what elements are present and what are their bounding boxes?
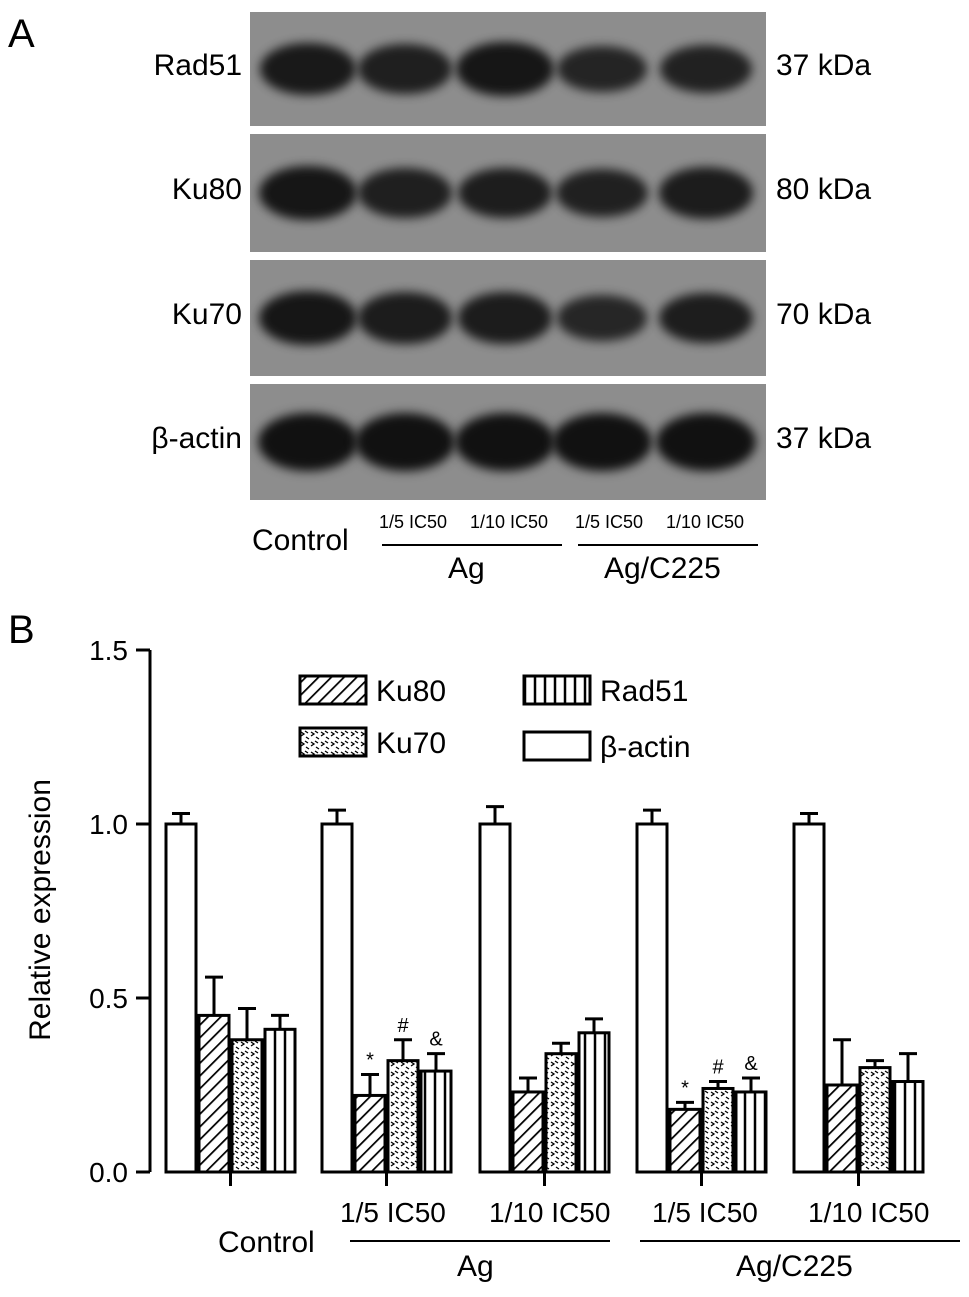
blot-protein-label: β-actin: [151, 422, 242, 455]
blot-protein-label: Ku80: [171, 173, 242, 206]
legend-swatch: [298, 726, 368, 758]
bar-actin: [478, 822, 512, 1174]
blot-band: [259, 42, 357, 96]
chart-sublabel-1: 1/5 IC50: [340, 1197, 446, 1228]
chart-control-label: Control: [218, 1226, 315, 1259]
chart-sublabel-2: 1/10 IC50: [489, 1197, 611, 1228]
bar-actin: [792, 822, 826, 1174]
bar-actin: [320, 822, 354, 1174]
blot-lane-label-1: 1/5 IC50: [379, 512, 448, 532]
y-axis-label: Relative expression: [24, 779, 57, 1041]
chart-agc225-label: Ag/C225: [736, 1250, 853, 1283]
blot-band: [355, 413, 455, 471]
blot-kda-label: 80 kDa: [776, 173, 872, 206]
chart-sublabel-4: 1/10 IC50: [808, 1197, 930, 1228]
blot-strip-2: [250, 134, 766, 252]
legend: β-actin Ku80 Ku70 Rad51: [298, 674, 691, 764]
chart-agc225-bracket: [640, 1240, 960, 1242]
bar-rad51: [891, 1080, 925, 1174]
bar-actin: [164, 822, 198, 1174]
bar-chart: 0.00.51.01.5 *#&*# & β-actinKu80Ku70Rad51…: [24, 635, 925, 1188]
blot-control-label: Control: [252, 524, 349, 557]
bar-rad51: [263, 1027, 297, 1174]
bar-rad51: [419, 1069, 453, 1174]
blot-strip-3: [250, 260, 766, 376]
y-axis: 0.0 0.5 1.0 1.5: [89, 635, 152, 1188]
blot-band: [259, 165, 357, 221]
blot-agc225-bracket: [578, 544, 758, 546]
blot-band: [357, 292, 453, 344]
bar-ku70: [858, 1066, 892, 1174]
bar-ku70: [230, 1038, 264, 1174]
bar-ku80: [825, 1083, 859, 1174]
legend-label: β-actin: [600, 731, 691, 764]
blot-lane-label-4: 1/10 IC50: [666, 512, 745, 532]
significance-mark: #: [712, 1057, 724, 1079]
blot-band: [358, 44, 452, 94]
blot-strip-1: [250, 12, 766, 126]
legend-label: Ku70: [376, 727, 446, 760]
bar-ku70: [386, 1059, 420, 1174]
blot-band: [258, 413, 358, 471]
significance-mark: &: [744, 1053, 758, 1075]
significance-mark: *: [681, 1077, 689, 1099]
blot-protein-label: Ku70: [171, 298, 242, 331]
y-tick-label: 0.5: [89, 983, 128, 1014]
y-tick-label: 1.0: [89, 809, 128, 840]
chart-ag-label: Ag: [457, 1250, 494, 1283]
significance-mark: *: [366, 1050, 374, 1072]
panel-a-letter: A: [8, 12, 35, 56]
blot-band: [556, 45, 648, 93]
significance-mark: #: [397, 1015, 409, 1037]
bar-rad51: [577, 1031, 611, 1174]
y-tick-label: 1.5: [89, 635, 128, 666]
blot-strip-4: [250, 384, 766, 500]
blot-kda-label: 37 kDa: [776, 422, 872, 455]
blot-band: [658, 292, 754, 344]
blot-kda-label: 37 kDa: [776, 49, 872, 82]
blot-lane-label-3: 1/5 IC50: [575, 512, 644, 532]
blot-lane-label-2: 1/10 IC50: [470, 512, 549, 532]
blot-band: [555, 168, 649, 218]
blot-band: [457, 167, 553, 219]
blot-kda-label: 70 kDa: [776, 298, 872, 331]
bar-ku70: [701, 1086, 735, 1174]
blot-band: [658, 167, 754, 219]
significance-mark: &: [429, 1029, 443, 1051]
bar-ku80: [353, 1093, 387, 1174]
bar-ku80: [668, 1107, 702, 1174]
legend-swatch: [298, 674, 368, 706]
blot-protein-label: Rad51: [153, 49, 242, 82]
blot-agc225-label: Ag/C225: [604, 552, 721, 585]
blot-band: [659, 45, 753, 93]
blot-band: [456, 41, 554, 97]
chart-ag-bracket: [350, 1240, 610, 1242]
blot-band: [556, 295, 648, 341]
legend-label: Ku80: [376, 675, 446, 708]
blot-band: [656, 413, 756, 471]
legend-label: Rad51: [600, 675, 688, 708]
bar-rad51: [734, 1090, 768, 1174]
blot-band: [457, 292, 553, 344]
blot-band: [552, 413, 652, 471]
bar-ku80: [197, 1013, 231, 1174]
blot-band: [358, 168, 452, 218]
bar-ku80: [511, 1090, 545, 1174]
bar-ku70: [544, 1052, 578, 1174]
chart-sublabel-3: 1/5 IC50: [652, 1197, 758, 1228]
blot-ag-label: Ag: [448, 552, 485, 585]
legend-swatch: [522, 674, 592, 706]
bar-actin: [635, 822, 669, 1174]
legend-swatch: [522, 730, 592, 762]
y-tick-label: 0.0: [89, 1157, 128, 1188]
bars: *#&*# &: [164, 805, 925, 1186]
panel-b-letter: B: [8, 608, 35, 652]
blot-ag-bracket: [382, 544, 562, 546]
blot-band: [259, 290, 357, 346]
blot-band: [455, 413, 555, 471]
